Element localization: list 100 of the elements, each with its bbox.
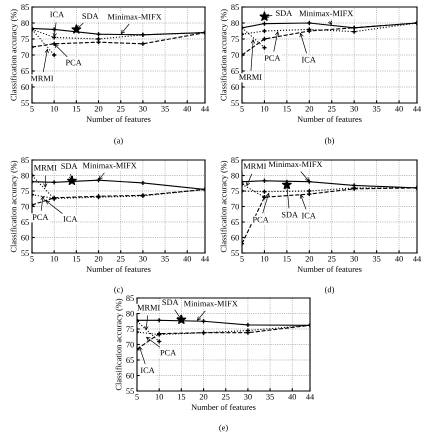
y-tick-label: 55	[21, 250, 29, 256]
annotation: SDA	[282, 212, 298, 218]
x-tick-label: 35	[372, 256, 380, 262]
x-tick-label: 35	[372, 106, 380, 112]
text: (a)	[114, 138, 123, 146]
y-tick-label: 60	[21, 84, 29, 90]
x-tick-label: 20	[306, 106, 314, 112]
y-tick-label: 60	[231, 234, 239, 240]
annotation: Minimax-MIFX	[184, 300, 238, 306]
x-tick-label: 40	[288, 394, 296, 400]
annotation: MRMI	[30, 76, 54, 82]
x-tick-label: 25	[328, 106, 336, 112]
y-tick-label: 70	[21, 204, 29, 210]
x-tick-label: 25	[116, 106, 125, 112]
annotation: MRMI	[137, 304, 160, 310]
x-tick-label: 10	[156, 394, 164, 400]
x-tick-label: 44	[412, 106, 422, 112]
y-tick-label: 80	[21, 172, 29, 178]
x-tick-label: 40	[183, 106, 192, 112]
x-tick-label: 30	[139, 256, 147, 262]
annotation: PCA	[252, 216, 269, 222]
x-tick-label: 5	[240, 106, 244, 112]
x-tick-label: 44	[200, 106, 210, 112]
x-tick-label: 35	[161, 106, 169, 112]
annotation: SDA	[82, 13, 99, 19]
y-tick-label: 75	[231, 36, 239, 42]
x-tick-label: 10	[261, 256, 268, 262]
x-tick-label: 35	[266, 394, 274, 400]
x-tick-label: 5	[240, 256, 244, 262]
x-tick-label: 35	[161, 256, 169, 262]
y-tick-label: 80	[126, 310, 134, 316]
y-tick-label: 60	[126, 372, 134, 378]
text: (d)	[325, 286, 334, 294]
y-tick-label: 85	[231, 157, 239, 163]
y-axis-title: Classification accuracy (%)	[10, 9, 18, 101]
x-tick-label: 15	[283, 106, 291, 112]
x-tick-label: 20	[306, 256, 314, 262]
x-tick-label: 10	[50, 106, 58, 112]
x-axis-title: Number of features	[86, 116, 151, 122]
y-tick-label: 65	[21, 68, 29, 74]
y-axis-title: Classification accuracy (%)	[10, 160, 18, 252]
y-tick-label: 85	[231, 4, 239, 10]
x-tick-label: 10	[261, 106, 268, 112]
y-tick-label: 70	[231, 204, 239, 210]
x-tick-label: 40	[395, 106, 403, 112]
annotation: SDA	[162, 300, 179, 306]
annotation: PCA	[160, 350, 176, 356]
x-tick-label: 5	[30, 106, 34, 112]
y-tick-label: 65	[231, 68, 239, 74]
x-tick-label: 15	[283, 256, 291, 262]
x-tick-label: 30	[350, 106, 358, 112]
y-tick-label: 55	[231, 250, 239, 256]
y-tick-label: 80	[231, 20, 239, 26]
x-axis-title: Number of features	[191, 404, 256, 410]
annotation: PCA	[264, 55, 280, 61]
annotation: ICA	[63, 216, 78, 222]
y-tick-label: 85	[21, 157, 29, 163]
annotation: MRMI	[239, 74, 262, 80]
y-tick-label: 85	[126, 295, 134, 301]
y-tick-label: 65	[231, 219, 239, 225]
x-axis-title: Number of features	[297, 116, 362, 122]
y-tick-label: 75	[21, 36, 29, 42]
y-tick-label: 75	[21, 188, 29, 194]
y-axis-title: Classification accuracy (%)	[220, 9, 228, 101]
x-tick-label: 40	[395, 256, 403, 262]
y-tick-label: 75	[231, 188, 239, 194]
annotation: PCA	[32, 214, 48, 220]
x-tick-label: 25	[328, 256, 336, 262]
annotation: Minimax-MIFX	[82, 162, 137, 168]
annotation: SDA	[276, 10, 292, 16]
annotation: Minimax-MIFX	[268, 162, 322, 168]
y-tick-label: 60	[231, 84, 239, 90]
x-tick-label: 44	[412, 256, 422, 262]
y-tick-label: 60	[21, 234, 29, 240]
y-tick-label: 65	[126, 357, 134, 363]
annotation: ICA	[140, 368, 155, 374]
x-tick-label: 5	[30, 256, 34, 262]
y-tick-label: 70	[126, 342, 134, 348]
y-tick-label: 55	[231, 100, 239, 106]
annotation: Minimax-MIFX	[108, 14, 162, 20]
x-tick-label: 30	[139, 106, 147, 112]
annotation: ICA	[302, 212, 316, 218]
x-tick-label: 30	[244, 394, 252, 400]
x-tick-label: 25	[116, 256, 125, 262]
x-tick-label: 10	[50, 256, 58, 262]
y-tick-label: 80	[231, 172, 239, 178]
annotation: MRMI	[34, 165, 57, 170]
y-tick-label: 85	[21, 4, 29, 10]
y-tick-label: 55	[21, 100, 29, 106]
x-tick-label: 20	[94, 106, 102, 112]
y-axis-title: Classification accuracy (%)	[220, 160, 228, 252]
x-tick-label: 25	[222, 394, 230, 400]
y-tick-label: 55	[126, 388, 134, 394]
x-axis-title: Number of features	[297, 266, 362, 272]
x-tick-label: 5	[135, 394, 139, 400]
x-tick-label: 44	[200, 256, 210, 262]
x-tick-label: 20	[200, 394, 208, 400]
x-tick-label: 40	[183, 256, 192, 262]
y-tick-label: 70	[231, 52, 239, 58]
x-tick-label: 44	[306, 394, 314, 400]
